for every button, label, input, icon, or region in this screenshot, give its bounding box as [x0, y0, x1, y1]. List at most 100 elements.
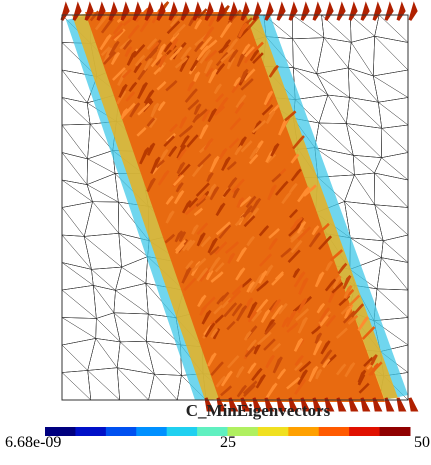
- arrow: [265, 110, 276, 125]
- arrow: [332, 275, 342, 290]
- arrow: [199, 267, 212, 282]
- arrow: [239, 195, 252, 208]
- arrow: [176, 144, 187, 159]
- arrow: [268, 228, 280, 239]
- arrow: [235, 365, 245, 378]
- arrow: [178, 231, 187, 242]
- arrow: [249, 280, 259, 294]
- arrow: [132, 44, 146, 58]
- arrow: [122, 16, 134, 27]
- colorbar-max-label: 50: [414, 434, 430, 451]
- arrow: [134, 54, 146, 67]
- arrow: [235, 267, 246, 281]
- arrow: [319, 315, 329, 327]
- arrow: [408, 397, 419, 412]
- arrow: [297, 316, 309, 334]
- arrow: [194, 18, 203, 30]
- arrow: [116, 90, 127, 105]
- arrow: [156, 80, 167, 91]
- arrow: [396, 397, 407, 412]
- arrow: [229, 117, 242, 131]
- arrow: [294, 378, 307, 395]
- arrow: [112, 22, 124, 35]
- arrow: [214, 241, 228, 255]
- arrow: [314, 271, 325, 288]
- arrow: [370, 354, 378, 366]
- arrow: [350, 303, 365, 318]
- arrow: [311, 225, 320, 236]
- arrow: [200, 235, 212, 248]
- arrow: [281, 316, 290, 328]
- arrow: [308, 365, 319, 383]
- arrow: [165, 80, 178, 92]
- arrow: [192, 113, 201, 124]
- arrow: [100, 46, 111, 57]
- arrow: [270, 143, 280, 157]
- arrow: [235, 94, 247, 109]
- arrow: [199, 305, 207, 316]
- arrow: [303, 184, 317, 197]
- arrow: [298, 360, 312, 373]
- arrow: [103, 51, 117, 65]
- arrow: [195, 197, 206, 207]
- arrow: [292, 135, 305, 150]
- arrow: [216, 295, 226, 305]
- arrow: [227, 289, 242, 304]
- arrow: [188, 197, 199, 208]
- arrow: [234, 101, 245, 114]
- arrow: [214, 314, 224, 324]
- arrow: [206, 172, 214, 183]
- arrow: [139, 147, 150, 165]
- arrow: [268, 237, 278, 251]
- arrow: [271, 272, 284, 286]
- arrow: [241, 43, 251, 55]
- arrow: [290, 226, 305, 241]
- arrow: [121, 68, 132, 79]
- arrow: [314, 332, 323, 344]
- arrow: [193, 207, 204, 217]
- arrow: [293, 271, 306, 288]
- arrow: [325, 314, 337, 327]
- arrow: [156, 43, 167, 59]
- arrow: [242, 380, 258, 395]
- arrow: [220, 385, 233, 397]
- arrow: [203, 137, 214, 151]
- arrow: [213, 83, 223, 95]
- arrow: [228, 137, 240, 149]
- arrow: [222, 187, 232, 198]
- arrow: [118, 83, 128, 98]
- arrow: [164, 233, 176, 244]
- arrow: [312, 340, 323, 356]
- arrow: [225, 38, 239, 54]
- arrow: [312, 397, 323, 412]
- arrow: [193, 71, 201, 82]
- arrow: [324, 278, 337, 292]
- arrow: [126, 50, 137, 66]
- arrow: [122, 39, 133, 51]
- arrow: [157, 101, 166, 112]
- arrow: [191, 224, 199, 235]
- arrow: [258, 270, 268, 284]
- arrow: [108, 40, 120, 57]
- arrow: [157, 169, 170, 186]
- arrow: [288, 397, 299, 412]
- arrow: [311, 325, 321, 335]
- arrow: [234, 145, 243, 156]
- arrow: [181, 267, 192, 284]
- arrow: [191, 257, 207, 272]
- arrow: [128, 81, 138, 93]
- arrow: [318, 310, 332, 325]
- colorbar-segment: [349, 427, 381, 436]
- arrow: [276, 368, 287, 380]
- arrow: [240, 78, 254, 91]
- arrow: [209, 245, 220, 256]
- arrow: [215, 202, 226, 217]
- arrow: [227, 252, 236, 264]
- arrow: [150, 156, 161, 174]
- arrow: [209, 155, 220, 173]
- arrow: [264, 397, 275, 412]
- arrow: [271, 342, 282, 352]
- arrow: [197, 153, 212, 168]
- arrow: [165, 210, 175, 224]
- arrow: [173, 190, 185, 205]
